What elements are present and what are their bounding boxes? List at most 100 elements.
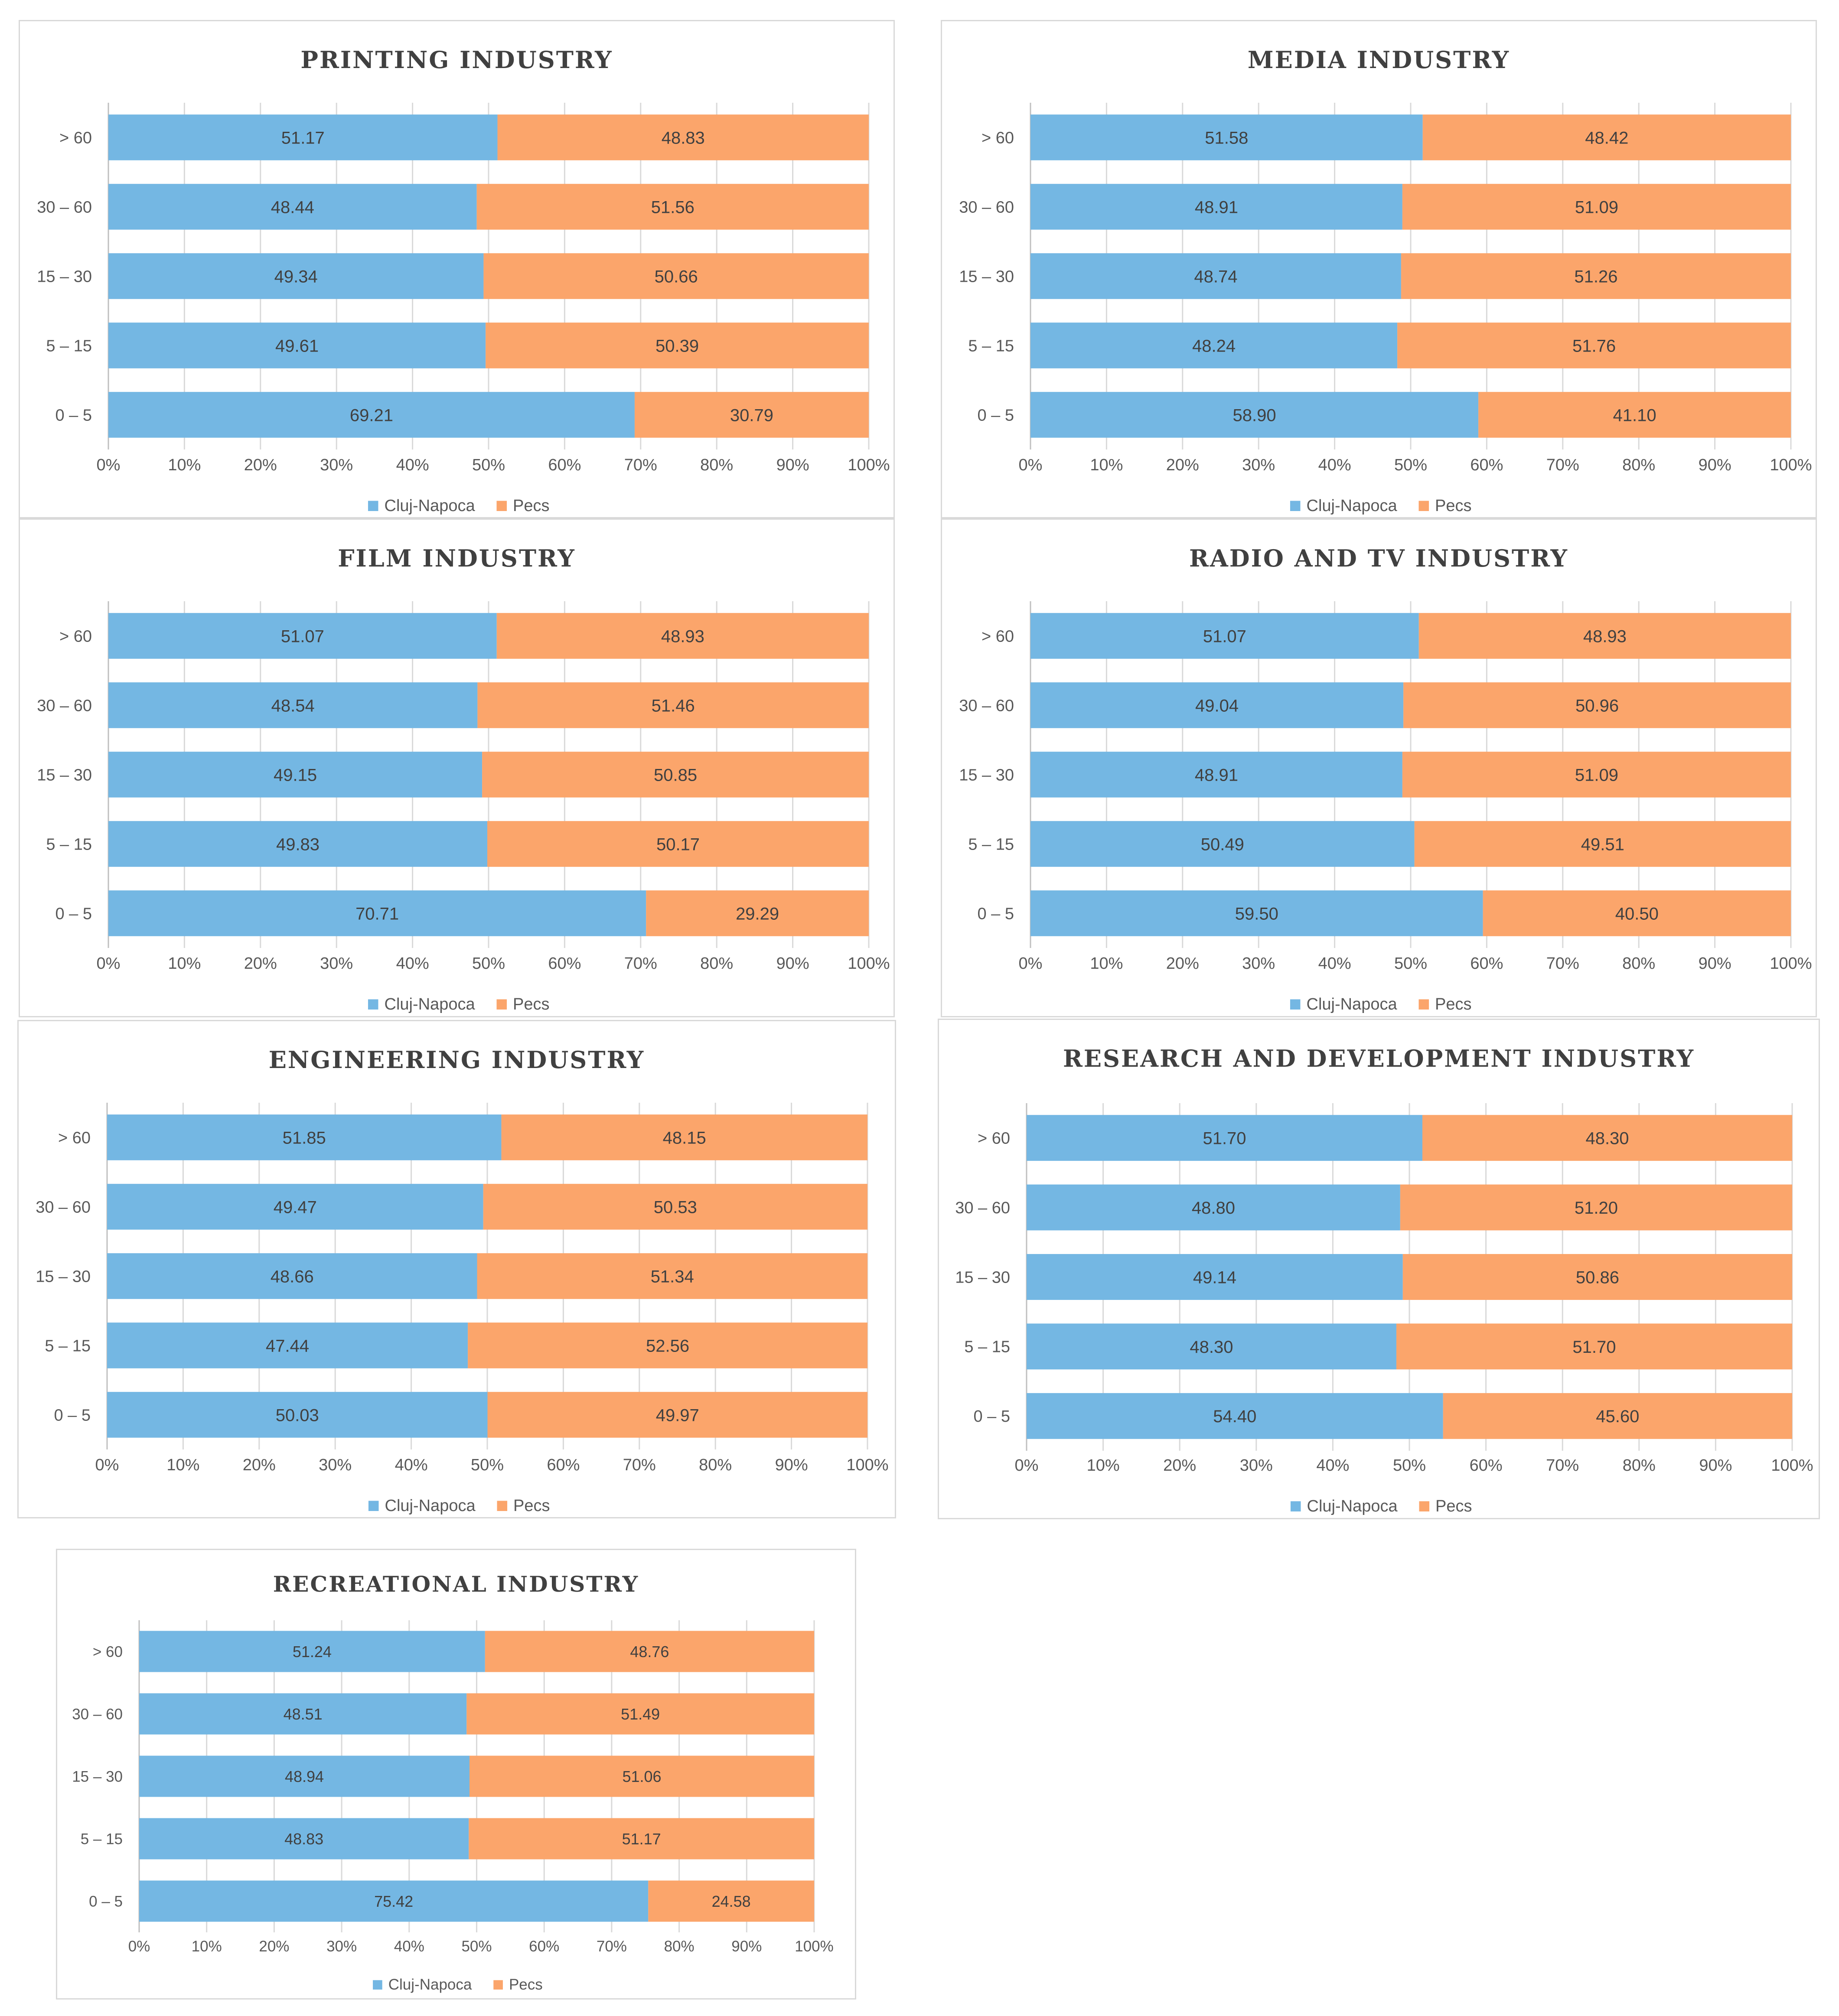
data-label: 24.58 <box>712 1892 751 1910</box>
legend-swatch-pecs <box>496 501 507 511</box>
x-tick-label: 80% <box>1622 954 1655 973</box>
bar-pecs <box>1397 322 1791 368</box>
legend-label-pecs: Pecs <box>509 1976 543 1993</box>
x-tick-label: 10% <box>166 1456 199 1474</box>
x-tick-label: 90% <box>1699 1456 1732 1475</box>
bar-cluj-napoca <box>107 1253 477 1299</box>
data-label: 45.60 <box>1596 1407 1639 1426</box>
legend-swatch-pecs <box>1418 999 1429 1010</box>
x-tick-label: 20% <box>244 954 277 973</box>
bar-cluj-napoca <box>139 1755 470 1797</box>
data-label: 50.03 <box>276 1406 319 1425</box>
x-tick-label: 90% <box>776 456 809 474</box>
data-label: 40.50 <box>1615 904 1659 923</box>
data-label: 51.58 <box>1205 128 1248 147</box>
category-label: 0 – 5 <box>55 406 92 424</box>
data-label: 48.30 <box>1190 1338 1233 1357</box>
data-label: 51.70 <box>1203 1129 1246 1148</box>
x-tick-label: 100% <box>1770 456 1812 474</box>
legend-swatch-cluj-napoca <box>368 501 378 511</box>
bar-pecs <box>469 1818 814 1860</box>
bar-pecs <box>486 322 869 368</box>
chart-title: RECREATIONAL INDUSTRY <box>273 1571 639 1597</box>
radio-and-tv-industry-svg: RADIO AND TV INDUSTRY 0% 10% 20% 30% 40% 50% 60… <box>959 544 1812 1013</box>
chart-title: RESEARCH AND DEVELOPMENT INDUSTRY <box>1063 1045 1695 1072</box>
x-tick-label: 10% <box>1090 954 1123 973</box>
data-label: 48.93 <box>1583 627 1627 646</box>
x-tick-label: 60% <box>1470 456 1503 474</box>
bar-cluj-napoca <box>1027 1254 1403 1300</box>
x-tick-label: 70% <box>624 456 657 474</box>
data-label: 50.17 <box>656 835 700 854</box>
bar-cluj-napoca <box>108 392 635 438</box>
chart-title: FILM INDUSTRY <box>338 544 576 572</box>
bar-cluj-napoca <box>1030 322 1398 368</box>
x-tick-label: 80% <box>1623 1456 1656 1475</box>
data-label: 49.14 <box>1193 1268 1236 1287</box>
category-label: 30 – 60 <box>72 1706 123 1723</box>
x-tick-label: 10% <box>1090 456 1123 474</box>
x-tick-label: 80% <box>664 1938 695 1955</box>
bar-pecs <box>1403 682 1791 728</box>
bar-pecs <box>646 890 869 936</box>
bar-pecs <box>485 1631 814 1672</box>
bar-cluj-napoca <box>139 1631 485 1672</box>
recreational-industry-chart: RECREATIONAL INDUSTRY 0% 10% 20% 30% 40% 50% 60… <box>56 1549 856 2000</box>
bar-cluj-napoca <box>108 184 477 230</box>
bar-cluj-napoca <box>108 114 498 160</box>
data-label: 48.93 <box>661 627 704 646</box>
bar-pecs <box>1422 1115 1792 1161</box>
category-label: 30 – 60 <box>37 697 92 715</box>
bar-cluj-napoca <box>1030 821 1415 867</box>
x-tick-label: 20% <box>243 1456 276 1474</box>
x-tick-label: 80% <box>699 1456 732 1474</box>
chart-title: MEDIA INDUSTRY <box>1248 46 1510 74</box>
category-label: > 60 <box>981 627 1014 645</box>
bar-cluj-napoca <box>1030 184 1402 230</box>
legend-label-cluj-napoca: Cluj-Napoca <box>385 995 476 1013</box>
x-tick-label: 10% <box>192 1938 222 1955</box>
x-tick-label: 40% <box>395 1456 428 1474</box>
x-tick-label: 50% <box>1394 954 1427 973</box>
bar-pecs <box>1396 1323 1792 1370</box>
bar-cluj-napoca <box>1030 752 1402 798</box>
bar-pecs <box>1401 253 1791 299</box>
bar-pecs <box>487 821 869 867</box>
bar-pecs <box>1422 114 1791 160</box>
x-tick-label: 90% <box>1699 456 1731 474</box>
x-tick-label: 10% <box>1087 1456 1120 1475</box>
film-industry-svg: FILM INDUSTRY 0% 10% 20% 30% 40% 50% 60% 70% 80% 9… <box>37 544 890 1013</box>
data-label: 48.74 <box>1194 267 1237 286</box>
chart-title: ENGINEERING INDUSTRY <box>269 1046 645 1074</box>
category-label: 30 – 60 <box>959 697 1014 715</box>
data-label: 48.83 <box>662 128 705 147</box>
bar-pecs <box>1478 392 1791 438</box>
category-label: 15 – 30 <box>37 267 92 286</box>
data-label: 69.21 <box>350 406 393 425</box>
data-label: 50.66 <box>655 267 698 286</box>
bar-cluj-napoca <box>1030 682 1404 728</box>
data-label: 47.44 <box>266 1336 309 1355</box>
bar-cluj-napoca <box>1027 1323 1396 1370</box>
chart-title: RADIO AND TV INDUSTRY <box>1189 544 1568 572</box>
bar-pecs <box>634 392 869 438</box>
bar-cluj-napoca <box>1027 1115 1423 1161</box>
bar-cluj-napoca <box>107 1392 488 1438</box>
x-tick-label: 0% <box>1019 954 1043 973</box>
bar-cluj-napoca <box>139 1693 467 1735</box>
bar-pecs <box>483 1184 867 1230</box>
x-tick-label: 20% <box>1166 456 1199 474</box>
legend-swatch-pecs <box>496 999 507 1010</box>
bar-cluj-napoca <box>108 752 483 798</box>
legend-label-cluj-napoca: Cluj-Napoca <box>385 1497 476 1515</box>
data-label: 51.06 <box>622 1768 661 1785</box>
bar-cluj-napoca <box>107 1114 502 1160</box>
category-label: 0 – 5 <box>973 1407 1010 1426</box>
bar-cluj-napoca <box>108 322 486 368</box>
film-industry-chart: FILM INDUSTRY 0% 10% 20% 30% 40% 50% 60% 70% 80% 9… <box>19 518 895 1017</box>
data-label: 51.34 <box>651 1267 694 1286</box>
bar-pecs <box>1418 613 1791 659</box>
bar-pecs <box>476 184 869 230</box>
x-tick-label: 60% <box>1470 1456 1503 1475</box>
legend-label-pecs: Pecs <box>513 995 549 1013</box>
